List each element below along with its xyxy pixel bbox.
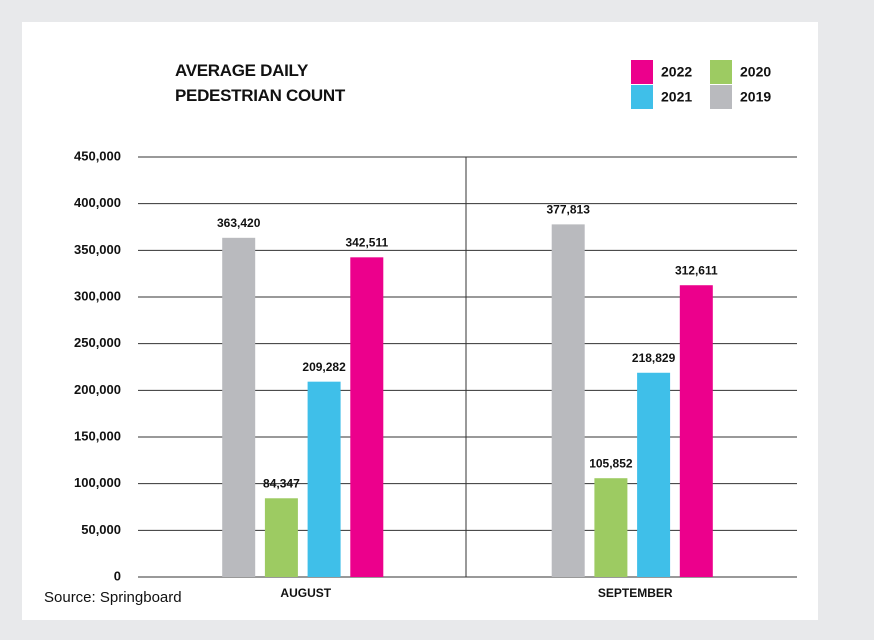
y-tick-label: 200,000: [74, 382, 121, 397]
value-label: 312,611: [675, 263, 718, 277]
legend-label: 2021: [661, 89, 692, 105]
legend-swatch: [631, 60, 653, 84]
y-tick-label: 400,000: [74, 195, 121, 210]
bar: [637, 372, 671, 577]
bar: [551, 224, 585, 578]
y-tick-label: 100,000: [74, 475, 121, 490]
value-label: 218,829: [632, 351, 676, 365]
value-label: 363,420: [217, 216, 261, 230]
x-tick-label: SEPTEMBER: [598, 586, 673, 600]
y-tick-label: 0: [114, 568, 121, 583]
y-tick-label: 150,000: [74, 428, 121, 443]
y-tick-label: 350,000: [74, 242, 121, 257]
y-tick-label: 300,000: [74, 288, 121, 303]
legend-label: 2019: [740, 89, 771, 105]
value-label: 209,282: [302, 360, 346, 374]
bar: [264, 498, 298, 577]
legend-swatch: [631, 85, 653, 109]
bar: [594, 478, 628, 577]
legend-label: 2022: [661, 64, 692, 80]
legend-swatch: [710, 85, 732, 109]
bar: [307, 381, 341, 577]
bar: [222, 237, 256, 578]
legend-label: 2020: [740, 64, 771, 80]
value-label: 342,511: [345, 235, 388, 249]
value-label: 377,813: [547, 203, 591, 217]
y-tick-label: 50,000: [81, 522, 121, 537]
x-tick-label: AUGUST: [280, 586, 331, 600]
bar: [350, 257, 384, 577]
y-tick-label: 450,000: [74, 148, 121, 163]
source-note: Source: Springboard: [44, 589, 182, 606]
bar: [679, 285, 713, 577]
y-tick-label: 250,000: [74, 335, 121, 350]
value-label: 84,347: [263, 476, 300, 490]
chart-title: AVERAGE DAILY PEDESTRIAN COUNT: [175, 61, 345, 105]
legend-swatch: [710, 60, 732, 84]
value-label: 105,852: [589, 456, 633, 470]
